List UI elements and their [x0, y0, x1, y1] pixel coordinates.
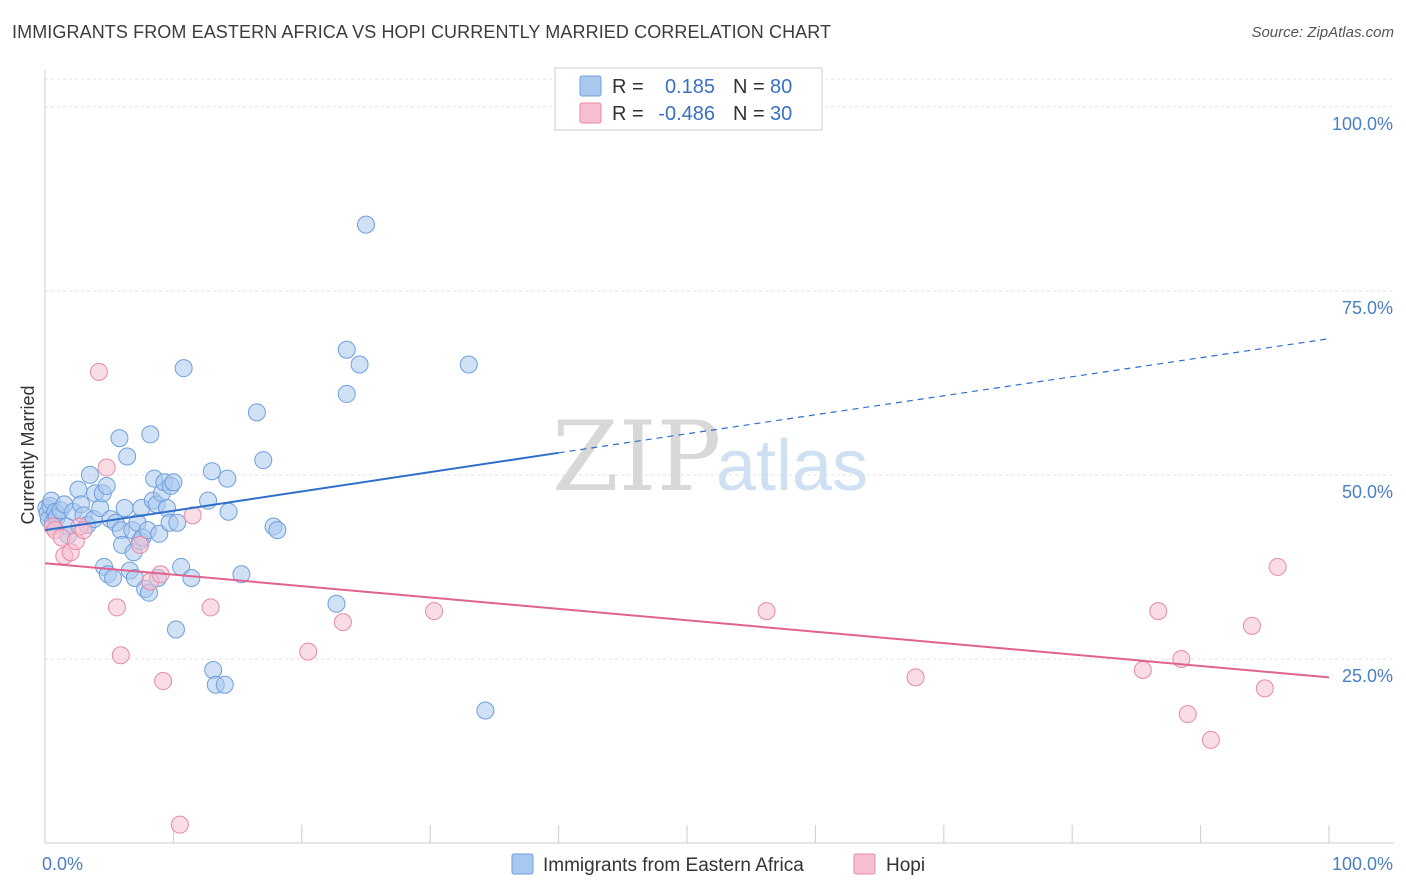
- data-point-blue: [164, 473, 183, 492]
- y-tick-labels: 25.0% 50.0% 75.0% 100.0%: [1332, 114, 1393, 686]
- data-point-pink: [333, 613, 352, 632]
- stats-r-label-pink: R =: [612, 103, 644, 125]
- data-point-blue: [118, 447, 137, 466]
- data-point-pink: [425, 602, 444, 621]
- stats-n-value-blue: 80: [770, 76, 792, 98]
- chart-title: IMMIGRANTS FROM EASTERN AFRICA VS HOPI C…: [12, 22, 832, 42]
- x-tick-label: 0.0%: [42, 854, 83, 874]
- data-point-blue: [327, 594, 346, 613]
- data-point-blue: [166, 620, 185, 639]
- stats-legend: R = 0.185 N = 80 R = -0.486 N = 30: [554, 67, 823, 131]
- data-point-pink: [1268, 557, 1287, 576]
- data-point-pink: [1178, 705, 1197, 724]
- data-point-blue: [141, 425, 160, 444]
- data-point-blue: [157, 499, 176, 518]
- data-point-blue: [350, 355, 369, 374]
- stats-legend-swatch-blue: [579, 75, 602, 97]
- data-point-blue: [357, 215, 375, 234]
- data-point-blue: [337, 340, 356, 359]
- source-credit: Source: ZipAtlas.com: [1251, 24, 1394, 41]
- data-point-pink: [299, 642, 318, 661]
- watermark: ZIP atlas: [552, 401, 868, 513]
- y-axis-label: Currently Married: [18, 385, 38, 524]
- data-point-blue: [232, 565, 251, 584]
- series-legend-swatch-blue: [511, 853, 534, 875]
- data-point-blue: [476, 701, 495, 720]
- trend-line-pink: [44, 562, 1330, 679]
- data-point-pink: [111, 646, 130, 665]
- data-point-blue: [69, 480, 88, 499]
- data-point-blue: [97, 476, 116, 495]
- data-point-pink: [97, 458, 116, 477]
- x-tick-label: 100.0%: [1332, 854, 1393, 874]
- series-pink-points: [43, 362, 1287, 834]
- stats-n-label-pink: N =: [733, 103, 765, 125]
- x-tick-labels: 0.0% 100.0%: [42, 854, 1393, 874]
- data-point-blue: [80, 465, 99, 484]
- data-point-pink: [1149, 602, 1168, 621]
- y-tick-label: 25.0%: [1342, 666, 1393, 686]
- stats-n-value-pink: 30: [770, 103, 792, 125]
- data-point-blue: [254, 451, 273, 470]
- data-point-pink: [154, 672, 173, 691]
- stats-r-value-pink: -0.486: [658, 103, 715, 125]
- data-point-blue: [247, 403, 266, 422]
- data-point-blue: [202, 462, 221, 481]
- y-tick-label: 50.0%: [1342, 482, 1393, 502]
- data-point-blue: [115, 499, 134, 518]
- trend-line-blue: [44, 451, 559, 532]
- data-point-blue: [150, 524, 169, 543]
- data-point-blue: [104, 568, 123, 587]
- data-point-pink: [1242, 616, 1261, 635]
- data-point-blue: [459, 355, 478, 374]
- y-tick-label: 100.0%: [1332, 114, 1393, 134]
- trend-line-blue-extension: [558, 338, 1330, 454]
- data-point-blue: [268, 521, 287, 540]
- series-legend-swatch-pink: [853, 853, 876, 875]
- data-point-blue: [337, 384, 356, 403]
- data-point-pink: [1201, 730, 1220, 749]
- data-point-blue: [218, 469, 237, 488]
- series-legend: Immigrants from Eastern Africa Hopi: [511, 853, 925, 876]
- data-point-blue: [168, 513, 187, 532]
- data-point-blue: [204, 660, 223, 679]
- data-point-pink: [107, 598, 126, 617]
- data-point-pink: [170, 815, 189, 834]
- trend-lines: [44, 338, 1330, 679]
- data-point-pink: [1255, 679, 1274, 698]
- data-point-blue: [219, 502, 238, 521]
- series-legend-label-blue: Immigrants from Eastern Africa: [543, 855, 804, 876]
- stats-n-label-blue: N =: [733, 76, 765, 98]
- stats-r-value-blue: 0.185: [665, 76, 715, 98]
- data-point-pink: [757, 602, 776, 621]
- data-point-pink: [131, 535, 150, 554]
- series-legend-label-pink: Hopi: [886, 855, 925, 876]
- data-point-blue: [182, 568, 201, 587]
- data-point-pink: [201, 598, 220, 617]
- stats-r-label-blue: R =: [612, 76, 644, 98]
- axes: [44, 70, 1394, 844]
- data-point-blue: [110, 429, 129, 448]
- stats-legend-swatch-pink: [579, 102, 602, 124]
- watermark-atlas: atlas: [716, 426, 868, 506]
- data-point-pink: [1133, 660, 1152, 679]
- watermark-zip: ZIP: [552, 401, 721, 513]
- data-point-pink: [906, 668, 925, 687]
- y-tick-label: 75.0%: [1342, 298, 1393, 318]
- data-point-blue: [174, 359, 193, 378]
- data-point-pink: [89, 362, 108, 381]
- data-point-blue: [215, 675, 234, 694]
